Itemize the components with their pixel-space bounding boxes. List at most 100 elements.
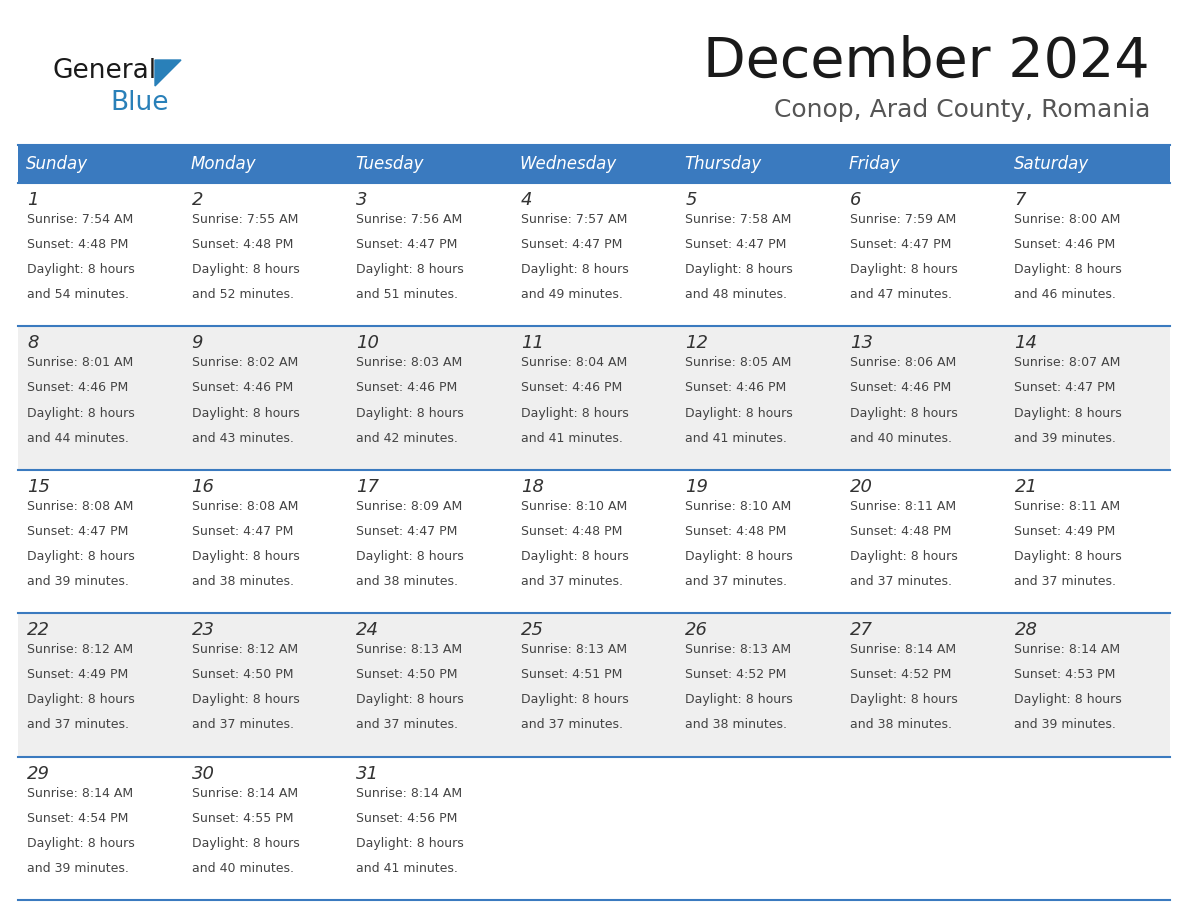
Text: 12: 12 bbox=[685, 334, 708, 353]
Text: Sunset: 4:52 PM: Sunset: 4:52 PM bbox=[685, 668, 786, 681]
Text: Daylight: 8 hours: Daylight: 8 hours bbox=[191, 407, 299, 420]
Text: Daylight: 8 hours: Daylight: 8 hours bbox=[356, 550, 463, 563]
Text: 23: 23 bbox=[191, 621, 215, 639]
Text: Sunrise: 7:54 AM: Sunrise: 7:54 AM bbox=[27, 213, 133, 226]
Text: Sunset: 4:46 PM: Sunset: 4:46 PM bbox=[356, 382, 457, 395]
Text: and 44 minutes.: and 44 minutes. bbox=[27, 431, 128, 444]
Text: Sunset: 4:55 PM: Sunset: 4:55 PM bbox=[191, 812, 293, 824]
Text: 18: 18 bbox=[520, 477, 544, 496]
Text: Sunrise: 8:14 AM: Sunrise: 8:14 AM bbox=[27, 787, 133, 800]
Text: and 41 minutes.: and 41 minutes. bbox=[685, 431, 788, 444]
Text: Sunrise: 8:01 AM: Sunrise: 8:01 AM bbox=[27, 356, 133, 369]
Text: 8: 8 bbox=[27, 334, 38, 353]
Text: Sunset: 4:47 PM: Sunset: 4:47 PM bbox=[356, 525, 457, 538]
Text: Sunrise: 8:14 AM: Sunrise: 8:14 AM bbox=[1015, 644, 1120, 656]
Text: Sunrise: 8:02 AM: Sunrise: 8:02 AM bbox=[191, 356, 298, 369]
Text: 31: 31 bbox=[356, 765, 379, 783]
Text: 28: 28 bbox=[1015, 621, 1037, 639]
Bar bbox=[18, 756, 1170, 900]
Text: 13: 13 bbox=[849, 334, 873, 353]
Text: Sunset: 4:56 PM: Sunset: 4:56 PM bbox=[356, 812, 457, 824]
Text: Sunrise: 8:13 AM: Sunrise: 8:13 AM bbox=[520, 644, 627, 656]
Text: 22: 22 bbox=[27, 621, 50, 639]
Text: 25: 25 bbox=[520, 621, 544, 639]
Text: and 39 minutes.: and 39 minutes. bbox=[27, 862, 128, 875]
Text: and 46 minutes.: and 46 minutes. bbox=[1015, 288, 1117, 301]
Text: Sunrise: 8:03 AM: Sunrise: 8:03 AM bbox=[356, 356, 462, 369]
Text: Sunset: 4:48 PM: Sunset: 4:48 PM bbox=[520, 525, 623, 538]
Text: and 41 minutes.: and 41 minutes. bbox=[356, 862, 459, 875]
Text: Daylight: 8 hours: Daylight: 8 hours bbox=[356, 837, 463, 850]
Text: Sunrise: 8:13 AM: Sunrise: 8:13 AM bbox=[356, 644, 462, 656]
Text: 4: 4 bbox=[520, 191, 532, 209]
Text: Daylight: 8 hours: Daylight: 8 hours bbox=[356, 407, 463, 420]
Text: Sunrise: 7:56 AM: Sunrise: 7:56 AM bbox=[356, 213, 462, 226]
Text: 5: 5 bbox=[685, 191, 697, 209]
Text: Daylight: 8 hours: Daylight: 8 hours bbox=[849, 550, 958, 563]
Text: Sunset: 4:47 PM: Sunset: 4:47 PM bbox=[849, 238, 952, 252]
Text: Daylight: 8 hours: Daylight: 8 hours bbox=[27, 550, 134, 563]
Text: and 37 minutes.: and 37 minutes. bbox=[849, 575, 952, 588]
Text: Daylight: 8 hours: Daylight: 8 hours bbox=[1015, 407, 1123, 420]
Text: Daylight: 8 hours: Daylight: 8 hours bbox=[849, 693, 958, 706]
Text: Daylight: 8 hours: Daylight: 8 hours bbox=[191, 693, 299, 706]
Text: and 37 minutes.: and 37 minutes. bbox=[520, 575, 623, 588]
Text: 21: 21 bbox=[1015, 477, 1037, 496]
Text: Sunrise: 7:57 AM: Sunrise: 7:57 AM bbox=[520, 213, 627, 226]
Text: and 38 minutes.: and 38 minutes. bbox=[685, 719, 788, 732]
Text: Sunset: 4:50 PM: Sunset: 4:50 PM bbox=[191, 668, 293, 681]
Bar bbox=[18, 183, 1170, 327]
Text: Sunset: 4:46 PM: Sunset: 4:46 PM bbox=[685, 382, 786, 395]
Text: 7: 7 bbox=[1015, 191, 1026, 209]
Text: Daylight: 8 hours: Daylight: 8 hours bbox=[520, 693, 628, 706]
Text: Daylight: 8 hours: Daylight: 8 hours bbox=[520, 263, 628, 276]
Text: Daylight: 8 hours: Daylight: 8 hours bbox=[685, 550, 794, 563]
Text: Sunrise: 8:11 AM: Sunrise: 8:11 AM bbox=[1015, 499, 1120, 513]
Text: 14: 14 bbox=[1015, 334, 1037, 353]
Text: Sunrise: 8:13 AM: Sunrise: 8:13 AM bbox=[685, 644, 791, 656]
Text: Saturday: Saturday bbox=[1013, 155, 1088, 173]
Text: Sunset: 4:52 PM: Sunset: 4:52 PM bbox=[849, 668, 952, 681]
Text: Sunrise: 7:58 AM: Sunrise: 7:58 AM bbox=[685, 213, 791, 226]
Text: Sunset: 4:48 PM: Sunset: 4:48 PM bbox=[191, 238, 293, 252]
Text: and 52 minutes.: and 52 minutes. bbox=[191, 288, 293, 301]
Text: Sunset: 4:46 PM: Sunset: 4:46 PM bbox=[849, 382, 952, 395]
Bar bbox=[18, 145, 1170, 183]
Text: Sunset: 4:46 PM: Sunset: 4:46 PM bbox=[1015, 238, 1116, 252]
Text: and 37 minutes.: and 37 minutes. bbox=[1015, 575, 1117, 588]
Text: Sunset: 4:47 PM: Sunset: 4:47 PM bbox=[685, 238, 786, 252]
Text: Sunset: 4:47 PM: Sunset: 4:47 PM bbox=[27, 525, 128, 538]
Text: Daylight: 8 hours: Daylight: 8 hours bbox=[685, 693, 794, 706]
Text: and 41 minutes.: and 41 minutes. bbox=[520, 431, 623, 444]
Text: Sunset: 4:50 PM: Sunset: 4:50 PM bbox=[356, 668, 457, 681]
Text: Daylight: 8 hours: Daylight: 8 hours bbox=[191, 550, 299, 563]
Text: and 39 minutes.: and 39 minutes. bbox=[27, 575, 128, 588]
Text: Wednesday: Wednesday bbox=[519, 155, 617, 173]
Text: Daylight: 8 hours: Daylight: 8 hours bbox=[849, 407, 958, 420]
Bar bbox=[18, 470, 1170, 613]
Text: Sunset: 4:46 PM: Sunset: 4:46 PM bbox=[27, 382, 128, 395]
Text: Sunrise: 8:04 AM: Sunrise: 8:04 AM bbox=[520, 356, 627, 369]
Text: Daylight: 8 hours: Daylight: 8 hours bbox=[685, 263, 794, 276]
Text: 30: 30 bbox=[191, 765, 215, 783]
Text: and 37 minutes.: and 37 minutes. bbox=[356, 719, 459, 732]
Text: and 49 minutes.: and 49 minutes. bbox=[520, 288, 623, 301]
Text: Sunset: 4:48 PM: Sunset: 4:48 PM bbox=[27, 238, 128, 252]
Text: 2: 2 bbox=[191, 191, 203, 209]
Text: and 39 minutes.: and 39 minutes. bbox=[1015, 431, 1117, 444]
Text: and 54 minutes.: and 54 minutes. bbox=[27, 288, 129, 301]
Text: 15: 15 bbox=[27, 477, 50, 496]
Text: Sunset: 4:46 PM: Sunset: 4:46 PM bbox=[520, 382, 623, 395]
Text: Sunset: 4:47 PM: Sunset: 4:47 PM bbox=[1015, 382, 1116, 395]
Text: and 43 minutes.: and 43 minutes. bbox=[191, 431, 293, 444]
Text: Sunrise: 8:08 AM: Sunrise: 8:08 AM bbox=[27, 499, 133, 513]
Text: Sunrise: 8:12 AM: Sunrise: 8:12 AM bbox=[191, 644, 298, 656]
Text: Sunrise: 8:08 AM: Sunrise: 8:08 AM bbox=[191, 499, 298, 513]
Text: Sunset: 4:54 PM: Sunset: 4:54 PM bbox=[27, 812, 128, 824]
Text: Sunset: 4:48 PM: Sunset: 4:48 PM bbox=[849, 525, 952, 538]
Text: Sunset: 4:53 PM: Sunset: 4:53 PM bbox=[1015, 668, 1116, 681]
Text: and 37 minutes.: and 37 minutes. bbox=[685, 575, 788, 588]
Text: Sunrise: 8:10 AM: Sunrise: 8:10 AM bbox=[520, 499, 627, 513]
Text: 29: 29 bbox=[27, 765, 50, 783]
Text: 10: 10 bbox=[356, 334, 379, 353]
